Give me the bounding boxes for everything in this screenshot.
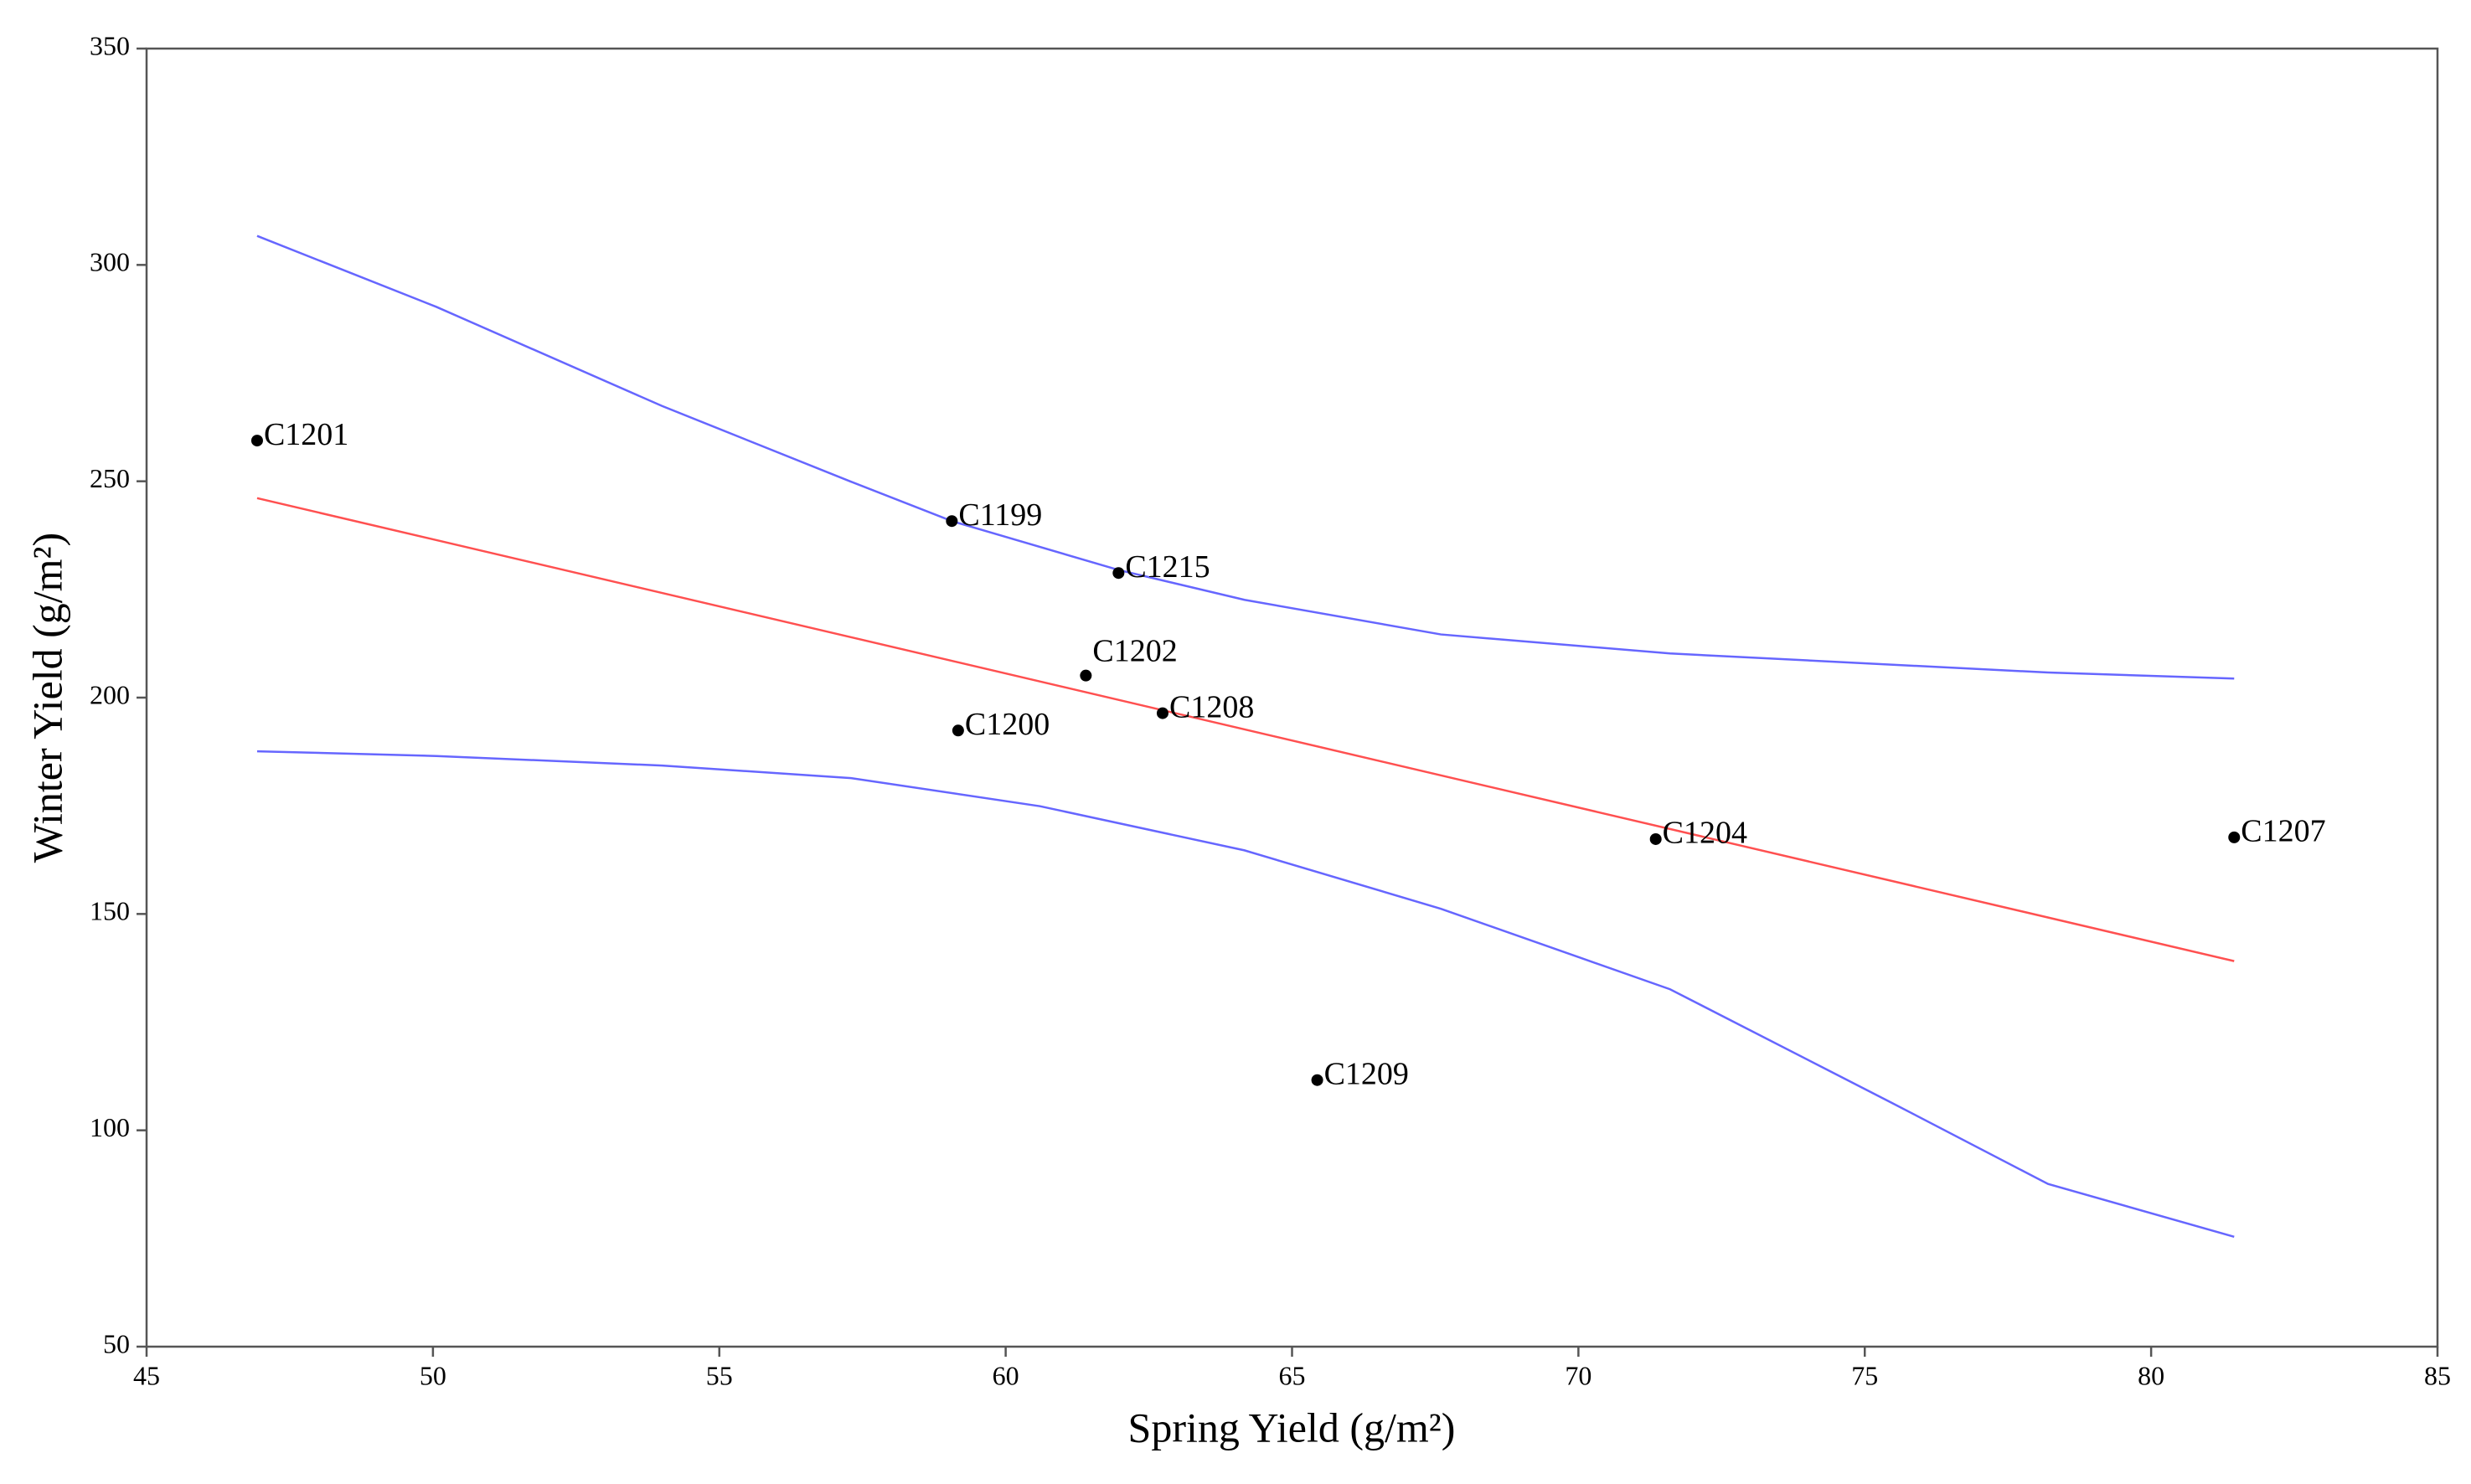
point-label: C1209 — [1324, 1056, 1409, 1091]
confidence-lower — [256, 750, 2235, 1238]
point-label: C1199 — [958, 497, 1042, 533]
point — [1156, 707, 1168, 719]
x-tick-label: 70 — [1565, 1360, 1591, 1390]
x-tick-label: 45 — [133, 1360, 160, 1390]
x-tick-label: 50 — [420, 1360, 446, 1390]
point — [946, 515, 958, 528]
point-label: C1201 — [264, 417, 348, 452]
plot-frame — [145, 47, 2439, 1348]
x-tick-label: 75 — [1851, 1360, 1878, 1390]
point-label: C1202 — [1092, 633, 1177, 668]
y-tick-label: 350 — [90, 30, 130, 60]
y-tick-label: 200 — [90, 679, 130, 709]
x-tick-label: 60 — [993, 1360, 1019, 1390]
y-tick-label: 300 — [90, 247, 130, 277]
fit-line — [256, 497, 2235, 962]
x-tick-label: 85 — [2424, 1360, 2451, 1390]
point-label: C1200 — [965, 707, 1050, 742]
point — [1311, 1074, 1323, 1086]
point — [952, 724, 964, 737]
point-label: C1204 — [1663, 816, 1747, 851]
point — [1649, 832, 1662, 845]
point-label: C1207 — [2241, 814, 2325, 849]
point — [250, 435, 263, 447]
x-tick-label: 65 — [1279, 1360, 1306, 1390]
confidence-upper — [256, 234, 2235, 680]
y-tick-label: 50 — [103, 1328, 130, 1358]
x-tick-label: 80 — [2138, 1360, 2164, 1390]
x-tick-label: 55 — [706, 1360, 733, 1390]
point — [1080, 669, 1092, 682]
x-axis-label: Spring Yield (g/m²) — [1128, 1404, 1456, 1451]
point-label: C1215 — [1125, 549, 1210, 585]
y-tick-label: 100 — [90, 1112, 130, 1142]
y-tick-label: 250 — [90, 463, 130, 493]
point-label: C1208 — [1169, 689, 1254, 724]
y-axis-label: Winter Yield (g/m²) — [23, 533, 70, 863]
point — [1112, 567, 1125, 580]
y-tick-label: 150 — [90, 896, 130, 926]
point — [2228, 831, 2241, 843]
